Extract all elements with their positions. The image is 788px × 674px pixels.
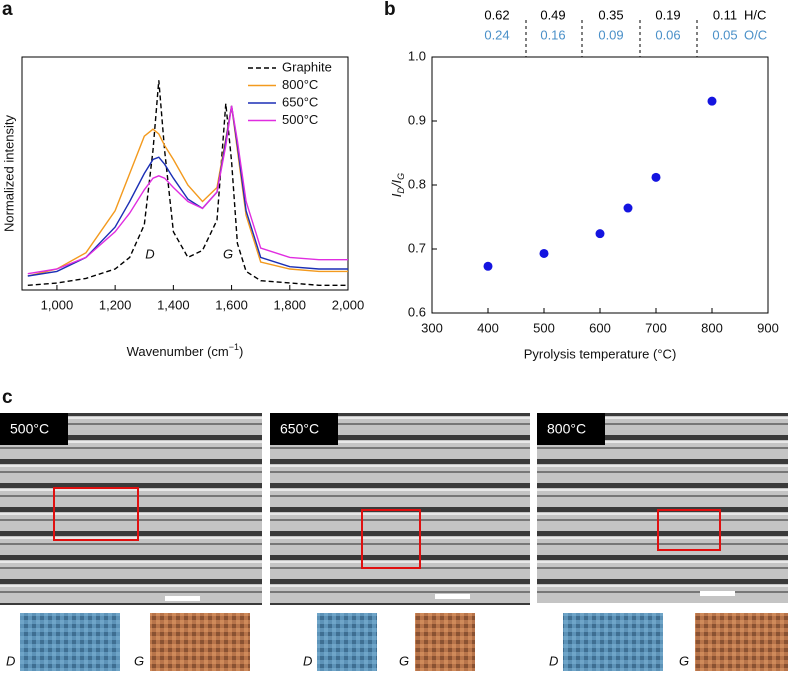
x-tick-label: 1,600 <box>215 297 248 312</box>
top-axis-value: 0.62 <box>484 7 509 22</box>
x-axis-label: Pyrolysis temperature (°C) <box>524 346 677 361</box>
panel-label: c <box>2 387 13 408</box>
x-tick-label: 1,800 <box>274 297 307 312</box>
scale-bar <box>165 596 200 601</box>
map-label: D <box>303 653 312 668</box>
top-axis-value: 0.49 <box>540 7 565 22</box>
label-box <box>270 413 338 445</box>
x-tick-label: 700 <box>645 320 667 335</box>
data-point <box>483 261 493 271</box>
top-axis-row-label: H/C <box>744 7 766 22</box>
map-label: G <box>399 653 409 668</box>
x-tick-label: 300 <box>421 320 443 335</box>
y-axis-label-part: D <box>396 187 406 194</box>
x-tick-label: 600 <box>589 320 611 335</box>
plot-frame <box>431 56 769 314</box>
spectrum-line <box>27 105 348 277</box>
raman-map-g <box>695 613 788 671</box>
peak-annotation: G <box>223 246 233 261</box>
spectrum-line <box>27 80 348 286</box>
region-box <box>657 509 721 551</box>
y-tick-label: 1.0 <box>408 48 426 63</box>
data-point <box>595 229 605 239</box>
raman-map-d <box>20 613 120 671</box>
y-axis-label: Normalized intensity <box>1 114 16 232</box>
top-axis-value: 0.35 <box>598 7 623 22</box>
region-box <box>361 509 421 569</box>
legend-label: Graphite <box>282 59 332 74</box>
legend-label: 800°C <box>282 77 318 92</box>
top-axis-value: 0.09 <box>598 27 623 42</box>
x-axis-label-part: Wavenumber (cm <box>127 344 229 359</box>
map-label: D <box>549 653 558 668</box>
y-tick-label: 0.9 <box>408 112 426 127</box>
scale-bar <box>700 591 735 596</box>
y-tick-label: 0.8 <box>408 176 426 191</box>
data-point <box>539 248 549 258</box>
top-axis-value: 0.24 <box>484 27 509 42</box>
x-tick-label: 1,000 <box>41 297 74 312</box>
raman-map-g <box>415 613 475 671</box>
label-box <box>537 413 605 445</box>
y-axis-label: ID/IG <box>389 173 406 197</box>
raman-map-d <box>317 613 377 671</box>
top-axis-value: 0.11 <box>713 7 737 22</box>
y-tick-label: 0.6 <box>408 304 426 319</box>
x-tick-label: 800 <box>701 320 723 335</box>
peak-annotation: D <box>145 246 154 261</box>
raman-map-d <box>563 613 663 671</box>
y-axis-label-part: I <box>389 193 404 197</box>
x-axis-label-part: −1 <box>229 342 239 352</box>
x-axis-label-part: ) <box>239 344 243 359</box>
top-axis-value: 0.19 <box>655 7 680 22</box>
data-point <box>651 172 661 182</box>
image-label: 800°C <box>547 421 586 437</box>
top-axis-row-label: O/C <box>744 27 767 42</box>
plot-frame <box>21 56 349 291</box>
x-tick-label: 1,200 <box>99 297 132 312</box>
x-tick-label: 1,400 <box>157 297 190 312</box>
x-tick-label: 500 <box>533 320 555 335</box>
top-axis-value: 0.06 <box>655 27 680 42</box>
map-label: G <box>679 653 689 668</box>
legend-label: 650°C <box>282 94 318 109</box>
x-tick-label: 2,000 <box>332 297 365 312</box>
panel-label: a <box>2 0 13 20</box>
region-box <box>53 487 139 541</box>
raman-map-g <box>150 613 250 671</box>
x-axis-label: Wavenumber (cm−1) <box>127 342 244 359</box>
panel-label: b <box>384 0 396 20</box>
spectrum-line <box>27 105 348 277</box>
top-axis-value: 0.05 <box>712 27 737 42</box>
scale-bar <box>435 594 470 599</box>
y-axis-label-part: /I <box>389 179 404 188</box>
x-tick-label: 400 <box>477 320 499 335</box>
label-box <box>0 413 68 445</box>
y-tick-label: 0.7 <box>408 240 426 255</box>
top-axis-value: 0.16 <box>540 27 565 42</box>
data-point <box>623 203 633 213</box>
image-label: 650°C <box>280 421 319 437</box>
x-tick-label: 900 <box>757 320 779 335</box>
y-axis-label-part: G <box>396 173 406 180</box>
legend-label: 500°C <box>282 112 318 127</box>
map-label: G <box>134 653 144 668</box>
image-label: 500°C <box>10 421 49 437</box>
data-point <box>707 96 717 106</box>
spectrum-line <box>27 105 348 275</box>
map-label: D <box>6 653 15 668</box>
